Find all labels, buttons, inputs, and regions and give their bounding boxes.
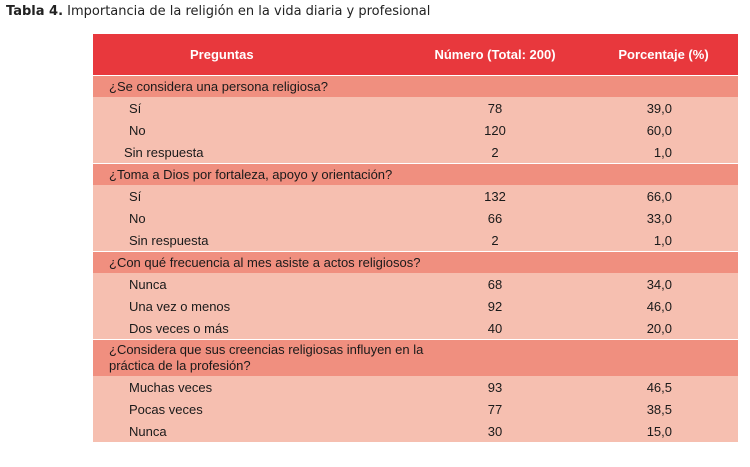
answer-label: Sin respuesta	[93, 229, 401, 252]
question-text: ¿Con qué frecuencia al mes asiste a acto…	[93, 251, 738, 273]
table-row: Dos veces o más 40 20,0	[93, 317, 738, 340]
table-row: Una vez o menos 92 46,0	[93, 295, 738, 317]
header-number: Número (Total: 200)	[401, 34, 589, 76]
question-text-wrap: ¿Considera que sus creencias religiosas …	[109, 342, 424, 373]
answer-number: 93	[401, 376, 589, 398]
answer-number: 92	[401, 295, 589, 317]
answer-number: 66	[401, 207, 589, 229]
answer-number: 2	[401, 141, 589, 164]
answer-percent: 60,0	[589, 119, 738, 141]
answer-percent: 34,0	[589, 273, 738, 295]
answer-label: Dos veces o más	[93, 317, 401, 340]
table-header-row: Preguntas Número (Total: 200) Porcentaje…	[93, 34, 738, 76]
answer-label: No	[93, 119, 401, 141]
question-text: ¿Considera que sus creencias religiosas …	[93, 339, 738, 376]
question-row: ¿Toma a Dios por fortaleza, apoyo y orie…	[93, 163, 738, 185]
header-questions: Preguntas	[93, 34, 401, 76]
answer-percent: 66,0	[589, 185, 738, 207]
table-row: No 66 33,0	[93, 207, 738, 229]
answer-label: Muchas veces	[93, 376, 401, 398]
answer-number: 68	[401, 273, 589, 295]
table-caption: Tabla 4. Importancia de la religión en l…	[6, 4, 430, 19]
table-row: Nunca 30 15,0	[93, 420, 738, 442]
table-row: Muchas veces 93 46,5	[93, 376, 738, 398]
table-row: Pocas veces 77 38,5	[93, 398, 738, 420]
table-row: Nunca 68 34,0	[93, 273, 738, 295]
question-row: ¿Con qué frecuencia al mes asiste a acto…	[93, 251, 738, 273]
answer-number: 120	[401, 119, 589, 141]
answer-number: 40	[401, 317, 589, 340]
header-percent: Porcentaje (%)	[589, 34, 738, 76]
table-row: Sin respuesta 2 1,0	[93, 141, 738, 164]
question-row: ¿Se considera una persona religiosa?	[93, 75, 738, 97]
table-row: No 120 60,0	[93, 119, 738, 141]
answer-number: 132	[401, 185, 589, 207]
religion-importance-table: Preguntas Número (Total: 200) Porcentaje…	[93, 34, 738, 442]
answer-label: Nunca	[93, 273, 401, 295]
answer-number: 30	[401, 420, 589, 442]
table-row: Sí 132 66,0	[93, 185, 738, 207]
answer-number: 78	[401, 97, 589, 119]
answer-number: 2	[401, 229, 589, 252]
question-text: ¿Se considera una persona religiosa?	[93, 75, 738, 97]
caption-text: Importancia de la religión en la vida di…	[67, 4, 431, 19]
table-row: Sí 78 39,0	[93, 97, 738, 119]
answer-label: Sí	[93, 185, 401, 207]
answer-label: No	[93, 207, 401, 229]
answer-percent: 15,0	[589, 420, 738, 442]
answer-label: Sí	[93, 97, 401, 119]
answer-label: Sin respuesta	[93, 141, 401, 164]
answer-percent: 33,0	[589, 207, 738, 229]
answer-percent: 1,0	[589, 141, 738, 164]
caption-label: Tabla 4.	[6, 4, 64, 19]
question-row: ¿Considera que sus creencias religiosas …	[93, 339, 738, 376]
answer-percent: 46,5	[589, 376, 738, 398]
question-text: ¿Toma a Dios por fortaleza, apoyo y orie…	[93, 163, 738, 185]
answer-label: Pocas veces	[93, 398, 401, 420]
answer-label: Una vez o menos	[93, 295, 401, 317]
answer-percent: 39,0	[589, 97, 738, 119]
table-row: Sin respuesta 2 1,0	[93, 229, 738, 252]
answer-number: 77	[401, 398, 589, 420]
answer-percent: 38,5	[589, 398, 738, 420]
answer-label: Nunca	[93, 420, 401, 442]
answer-percent: 20,0	[589, 317, 738, 340]
answer-percent: 1,0	[589, 229, 738, 252]
answer-percent: 46,0	[589, 295, 738, 317]
